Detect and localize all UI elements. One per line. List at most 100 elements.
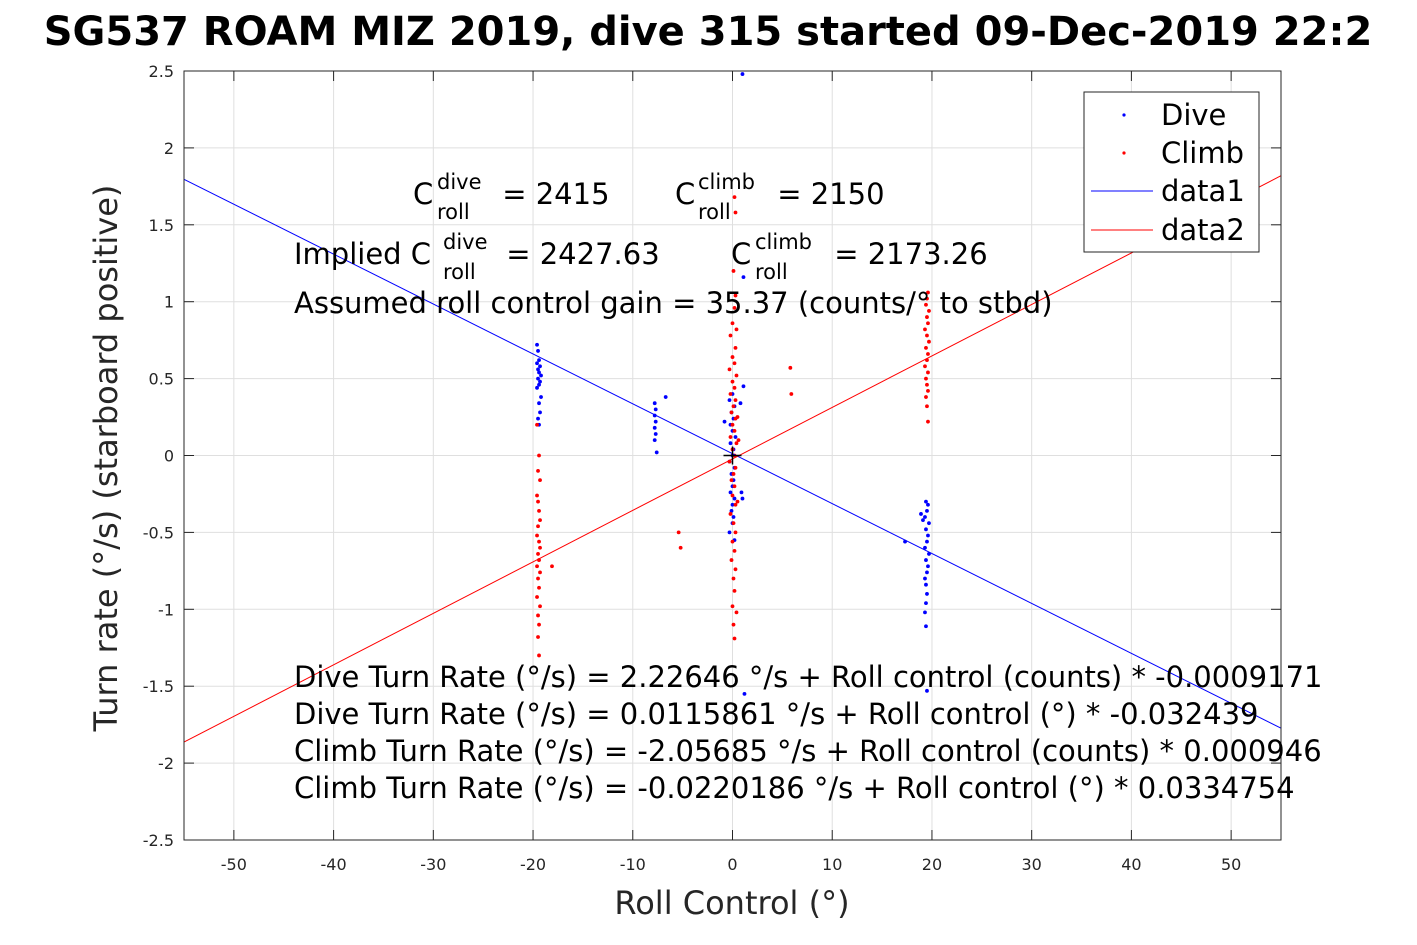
climb-point [536, 552, 540, 556]
dive-point [722, 419, 727, 424]
climb-point [536, 499, 540, 504]
c-dive-value: = 2415 [493, 177, 610, 211]
y-tick-label: 1 [164, 293, 174, 312]
dive-point [919, 512, 923, 516]
dive-point [924, 558, 928, 562]
dive-point [739, 490, 744, 495]
climb-point [923, 327, 927, 332]
dive-point [535, 361, 539, 366]
y-tick-label: -2 [158, 754, 174, 773]
y-tick-label: -1.5 [143, 677, 174, 696]
implied-dive-prefix: Implied C [294, 237, 431, 271]
climb-point [731, 472, 736, 476]
dive-point [927, 521, 931, 526]
dive-point [539, 395, 543, 399]
climb-point [536, 524, 540, 529]
dive-point [925, 539, 929, 544]
fit-line-3: Climb Turn Rate (°/s) = -2.05685 °/s + R… [294, 734, 1322, 768]
climb-point [730, 493, 735, 498]
fit-line-1: Dive Turn Rate (°/s) = 2.22646 °/s + Rol… [294, 660, 1322, 694]
climb-point [733, 345, 738, 350]
climb-point [926, 290, 930, 295]
climb-point [536, 468, 540, 473]
climb-point [926, 352, 930, 356]
climb-point [733, 465, 738, 470]
climb-point [535, 493, 539, 498]
climb-point [732, 636, 737, 641]
c-climb-sub: roll [698, 200, 731, 224]
climb-point [731, 404, 736, 409]
climb-point [537, 653, 541, 658]
legend-dive-marker [1122, 113, 1126, 117]
climb-point [925, 333, 929, 338]
dive-point [923, 610, 927, 615]
climb-point [925, 382, 929, 387]
dive-point [925, 688, 929, 693]
x-tick-label: -20 [520, 855, 546, 874]
implied-dive-sup: dive [443, 230, 488, 254]
climb-point [678, 545, 683, 550]
dive-point [924, 624, 928, 629]
x-tick-label: -50 [221, 855, 247, 874]
climb-point [923, 364, 927, 369]
climb-point [731, 521, 736, 526]
y-tick-label: 0.5 [149, 370, 174, 389]
climb-point [732, 361, 737, 366]
climb-point [733, 210, 738, 215]
implied-climb-prefix: C [731, 237, 751, 271]
x-tick-label: 20 [922, 855, 942, 874]
dive-point [728, 490, 733, 495]
dive-point [925, 592, 929, 596]
c-dive-sub: roll [437, 200, 470, 224]
fit-line-2: Dive Turn Rate (°/s) = 0.0115861 °/s + R… [294, 697, 1259, 731]
climb-point [538, 518, 542, 522]
climb-point [926, 370, 930, 375]
dive-point [537, 370, 541, 375]
svg-text:C: C [413, 177, 433, 211]
data-marks [184, 72, 1281, 743]
x-tick-label: 0 [727, 855, 737, 874]
c-dive-annotation: C dive roll = 2415 [413, 170, 610, 224]
implied-dive-sub: roll [443, 260, 476, 284]
x-axis-label: Roll Control (°) [614, 884, 849, 922]
climb-point [537, 539, 541, 544]
climb-point [538, 478, 542, 483]
climb-point [733, 567, 738, 572]
climb-point [732, 385, 737, 390]
climb-point [538, 604, 542, 609]
c-climb-prefix: C [675, 177, 695, 211]
x-tick-label: 40 [1121, 855, 1141, 874]
dive-point [741, 384, 746, 389]
legend-data2-label: data2 [1161, 213, 1245, 247]
climb-point [730, 422, 735, 427]
climb-point [733, 398, 738, 403]
dive-point [536, 349, 540, 353]
climb-point [735, 415, 740, 419]
climb-point [732, 428, 737, 433]
c-dive-prefix: C [413, 177, 433, 211]
climb-point [550, 564, 554, 569]
x-tick-label: 50 [1221, 855, 1241, 874]
y-axis-label: Turn rate (°/s) (starboard positive) [87, 185, 125, 733]
fit-line-4: Climb Turn Rate (°/s) = -0.0220186 °/s +… [294, 771, 1295, 805]
dive-point [538, 364, 542, 369]
dive-point [741, 275, 746, 279]
dive-point [733, 435, 738, 439]
climb-point [535, 533, 539, 538]
legend-dive-label: Dive [1161, 98, 1226, 132]
c-climb-annotation: C climb roll = 2150 [675, 170, 885, 224]
dive-point [537, 358, 541, 363]
y-tick-label: -1 [158, 600, 174, 619]
dive-point [926, 564, 930, 569]
climb-point [536, 635, 540, 639]
dive-point [738, 401, 743, 406]
implied-climb-sup: climb [755, 230, 812, 254]
climb-point [537, 453, 541, 458]
y-tick-label: -2.5 [143, 831, 174, 850]
climb-point [729, 410, 734, 415]
x-tick-label: -10 [620, 855, 646, 874]
dive-point [653, 432, 658, 436]
climb-point [924, 302, 928, 307]
dive-point [923, 545, 927, 550]
